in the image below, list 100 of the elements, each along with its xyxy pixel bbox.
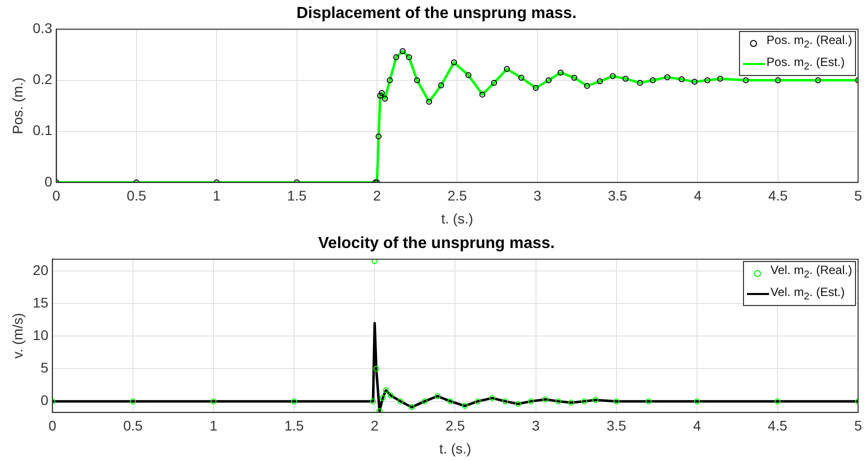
point (479, 92, 486, 98)
y-axis-title: Pos. (m.) (9, 77, 26, 134)
y-tick-label: 20 (32, 262, 49, 278)
point (382, 387, 389, 394)
point (130, 398, 136, 404)
point (592, 397, 598, 404)
point (742, 77, 749, 84)
point (406, 54, 412, 60)
point (678, 76, 685, 82)
point (515, 400, 522, 407)
y-tick-label: 0.3 (32, 20, 52, 36)
y-tick-label: 0 (44, 173, 52, 190)
point (532, 84, 539, 91)
x-tick-label: 3 (532, 418, 540, 434)
x-tick-label: 3.5 (606, 418, 626, 434)
x-tick-label: 4.5 (768, 188, 788, 204)
point (613, 398, 620, 404)
point (528, 398, 534, 404)
x-tick-label: 1 (210, 418, 218, 434)
point (382, 96, 388, 102)
point (474, 398, 481, 404)
point (692, 78, 698, 85)
point (376, 408, 382, 412)
point (571, 74, 578, 81)
x-axis-title: t. (s.) (441, 210, 474, 226)
point (438, 82, 444, 88)
legend-label: Vel. m$_{2}$. (Real.) (770, 262, 852, 283)
point (596, 78, 603, 84)
point (555, 398, 562, 404)
point (397, 398, 404, 404)
x-tick-label: 0.5 (126, 188, 146, 204)
y-tick-label: 15 (32, 294, 49, 310)
point (558, 70, 564, 76)
legend-label: Vel. m$_{2}$. (Est.) (770, 284, 845, 304)
point (462, 402, 468, 409)
point (400, 48, 406, 54)
y-tick-label: 10 (32, 326, 49, 343)
point (546, 77, 552, 84)
point (450, 59, 457, 66)
point (504, 66, 510, 72)
y-tick-label: 0.1 (32, 122, 52, 138)
point (650, 77, 656, 84)
x-tick-label: 4.5 (768, 418, 788, 434)
chart-title: Displacement of the unsprung mass. (296, 5, 577, 22)
point (774, 77, 781, 84)
point (376, 133, 382, 140)
point (388, 392, 394, 398)
point (426, 98, 432, 105)
point (664, 74, 670, 80)
point (465, 72, 472, 78)
point (489, 395, 496, 402)
point (447, 398, 454, 404)
point (581, 398, 588, 404)
point (717, 76, 724, 82)
x-tick-label: 3.5 (608, 188, 628, 204)
point (610, 73, 616, 80)
y-tick-label: 5 (40, 360, 49, 376)
x-axis-title: t. (s.) (439, 440, 472, 456)
point (815, 77, 822, 84)
x-tick-label: 4 (693, 418, 702, 434)
x-tick-label: 5 (854, 418, 862, 434)
x-tick-label: 5 (854, 188, 862, 204)
point (370, 398, 376, 404)
x-tick-label: 2.5 (446, 418, 466, 434)
point (518, 74, 524, 81)
point (434, 393, 441, 400)
x-tick-label: 0.5 (123, 418, 143, 434)
point (380, 395, 386, 402)
point (584, 82, 590, 89)
x-tick-label: 2 (373, 188, 382, 204)
x-tick-label: 1.5 (287, 188, 307, 204)
x-tick-label: 1 (212, 188, 221, 204)
point (422, 398, 428, 404)
point (774, 398, 781, 404)
point (372, 259, 378, 264)
y-axis-title: v. (m/s) (9, 312, 26, 359)
legend-label: Pos. m$_{2}$. (Real.) (766, 32, 852, 53)
point (373, 366, 380, 372)
point (210, 398, 217, 404)
point (414, 77, 420, 84)
point (502, 398, 508, 404)
point (694, 398, 700, 404)
point (704, 77, 710, 84)
x-tick-label: 2 (370, 418, 379, 434)
point (291, 398, 298, 404)
x-tick-label: 3 (533, 188, 542, 204)
chart-title: Velocity of the unsprung mass. (318, 235, 555, 252)
point (568, 400, 574, 406)
y-tick-label: 0 (40, 392, 49, 408)
x-tick-label: 4 (694, 188, 702, 204)
point (646, 398, 652, 404)
x-tick-label: 1.5 (284, 418, 304, 434)
legend-label: Pos. m$_{2}$. (Est.) (766, 54, 845, 74)
point (542, 396, 548, 402)
point (393, 54, 400, 60)
point (378, 90, 385, 96)
point (408, 404, 415, 410)
point (377, 92, 384, 99)
point (386, 77, 393, 84)
point (491, 80, 498, 86)
